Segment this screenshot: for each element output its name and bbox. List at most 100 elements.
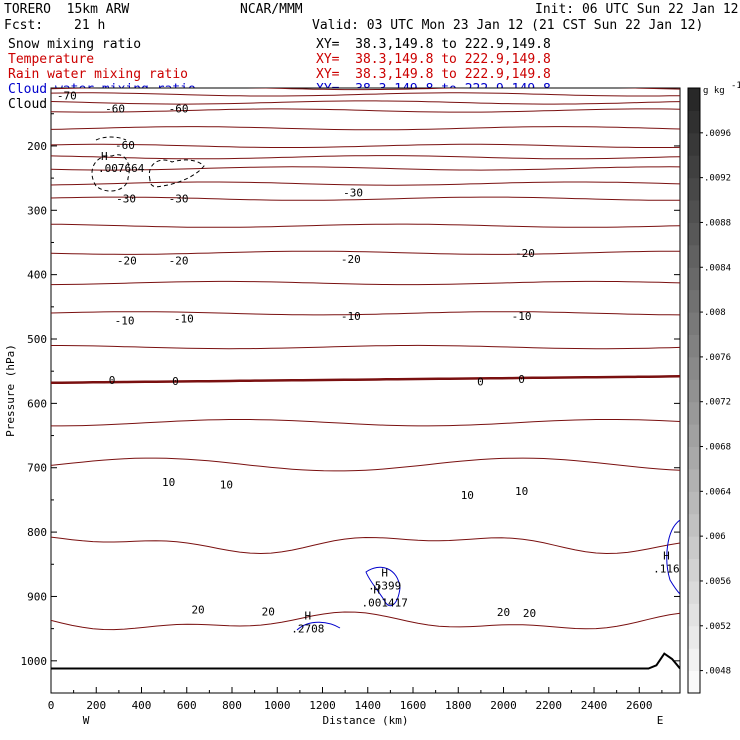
x-tick-label: 1800 — [445, 699, 472, 712]
temperature-contour — [51, 92, 680, 97]
y-tick-label: 700 — [27, 462, 47, 475]
temperature-contour — [51, 181, 680, 186]
temperature-label: -10 — [341, 310, 361, 323]
fcst-value: 21 h — [74, 18, 106, 33]
legend-item-xy: XY= 38.3,149.8 to 222.9,149.8 — [316, 52, 551, 67]
temperature-contour — [51, 108, 680, 113]
cloud-water-max-marker: H — [663, 550, 670, 563]
cloud-water-max-value: .116 — [653, 563, 680, 576]
x-tick-label: 1400 — [355, 699, 382, 712]
temperature-contour — [51, 457, 680, 472]
cloud-water-max-value: .5399 — [368, 579, 401, 592]
colorbar-swatch — [688, 424, 700, 448]
cloud-ice-contour — [91, 154, 130, 192]
temperature-label: 10 — [220, 478, 233, 491]
temperature-label: -10 — [512, 310, 532, 323]
temperature-label: -20 — [515, 247, 535, 260]
temperature-label: -20 — [117, 254, 137, 267]
y-axis-title: Pressure (hPa) — [4, 344, 17, 437]
temperature-contour — [51, 419, 680, 427]
x-tick-label: 1600 — [400, 699, 427, 712]
temperature-contour — [51, 375, 680, 385]
x-tick-label: 400 — [132, 699, 152, 712]
legend-item-name: Rain water mixing ratio — [8, 67, 189, 82]
temperature-contour — [51, 280, 680, 286]
colorbar-tick-label: .0072 — [704, 398, 731, 408]
legend-item-name: Temperature — [8, 52, 95, 67]
colorbar-swatch — [688, 356, 700, 380]
cloud-ice-label: -60 — [115, 139, 135, 152]
colorbar-swatch — [688, 558, 700, 582]
colorbar-swatch — [688, 580, 700, 604]
colorbar-unit: g kg — [703, 86, 725, 96]
x-tick-label: 1200 — [309, 699, 336, 712]
contour-layer: -70 -60 -60 -30 -30 -30 -20 -20 -20 -20 -10 -10 -10 -… — [51, 88, 680, 670]
colorbar-swatch — [688, 177, 700, 201]
temperature-label: 0 — [518, 373, 525, 386]
cloud-water-contour — [666, 519, 680, 595]
cloud-water-contour — [365, 566, 401, 607]
temperature-label: 20 — [497, 606, 510, 619]
x-tick-label: 1000 — [264, 699, 291, 712]
temperature-contour — [51, 196, 680, 201]
init-time: Init: 06 UTC Sun 22 Jan 12 — [535, 2, 739, 17]
temperature-label: -30 — [116, 193, 136, 206]
colorbar-tick-label: .0076 — [704, 353, 731, 363]
legend-item-name: Snow mixing ratio — [8, 37, 142, 52]
x-tick-label: 2600 — [626, 699, 653, 712]
y-tick-label: 600 — [27, 397, 47, 410]
temperature-label: 20 — [262, 605, 275, 618]
x-tick-label: 0 — [48, 699, 55, 712]
cloud-water-max-marker: H — [381, 566, 388, 579]
temperature-label: -60 — [105, 103, 125, 116]
colorbar-swatch — [688, 446, 700, 470]
y-tick-label: 800 — [27, 526, 47, 539]
cloud-ice-label: H — [101, 150, 108, 163]
temperature-contour — [51, 611, 680, 631]
cloud-ice-label: .007664 — [98, 162, 145, 175]
colorbar-swatch — [688, 491, 700, 515]
colorbar-tick-label: .0056 — [704, 577, 731, 587]
y-tick-label: 500 — [27, 333, 47, 346]
temperature-contour — [51, 126, 680, 131]
cloud-water-max-value: .2708 — [291, 622, 324, 635]
temperature-label: -60 — [169, 103, 189, 116]
temperature-label: 10 — [162, 476, 175, 489]
model-name: TORERO 15km ARW — [4, 2, 130, 17]
colorbar-tick-label: .0092 — [704, 174, 731, 184]
legend-item-xy: XY= 38.3,149.8 to 222.9,149.8 — [316, 37, 551, 52]
temperature-contour — [51, 536, 680, 555]
colorbar-tick-label: .0048 — [704, 667, 731, 677]
x-tick-label: 800 — [222, 699, 242, 712]
colorbar-tick-label: .0068 — [704, 443, 731, 453]
legend-item-xy: XY= 38.3,149.8 to 222.9,149.8 — [316, 67, 551, 82]
colorbar-swatch — [688, 334, 700, 358]
temperature-label: 20 — [191, 603, 204, 616]
east-end-label: E — [657, 714, 664, 727]
colorbar-tick-label: .0096 — [704, 129, 731, 139]
x-tick-label: 600 — [177, 699, 197, 712]
fcst-label: Fcst: — [4, 18, 44, 33]
y-tick-label: 200 — [27, 140, 47, 153]
colorbar-tick-label: .0088 — [704, 218, 731, 228]
colorbar-unit-exponent: -1 — [731, 81, 740, 91]
colorbar-swatch — [688, 468, 700, 492]
colorbar-swatch — [688, 513, 700, 537]
org-name: NCAR/MMM — [240, 2, 303, 17]
colorbar-tick-label: .008 — [704, 308, 726, 318]
temperature-contour — [51, 223, 680, 228]
y-tick-label: 300 — [27, 204, 47, 217]
colorbar-swatch — [688, 603, 700, 627]
colorbar-swatch — [688, 88, 700, 111]
x-tick-label: 2400 — [581, 699, 608, 712]
valid-time: Valid: 03 UTC Mon 23 Jan 12 (21 CST Sun … — [312, 18, 704, 33]
colorbar-swatch — [688, 670, 700, 694]
colorbar-tick-label: .006 — [704, 532, 726, 542]
colorbar-swatch — [688, 222, 700, 246]
x-tick-label: 200 — [86, 699, 106, 712]
colorbar-tick-label: .0052 — [704, 622, 731, 632]
colorbar-swatch — [688, 155, 700, 179]
y-tick-label: 1000 — [21, 655, 48, 668]
cloud-ice-contour — [148, 159, 205, 188]
